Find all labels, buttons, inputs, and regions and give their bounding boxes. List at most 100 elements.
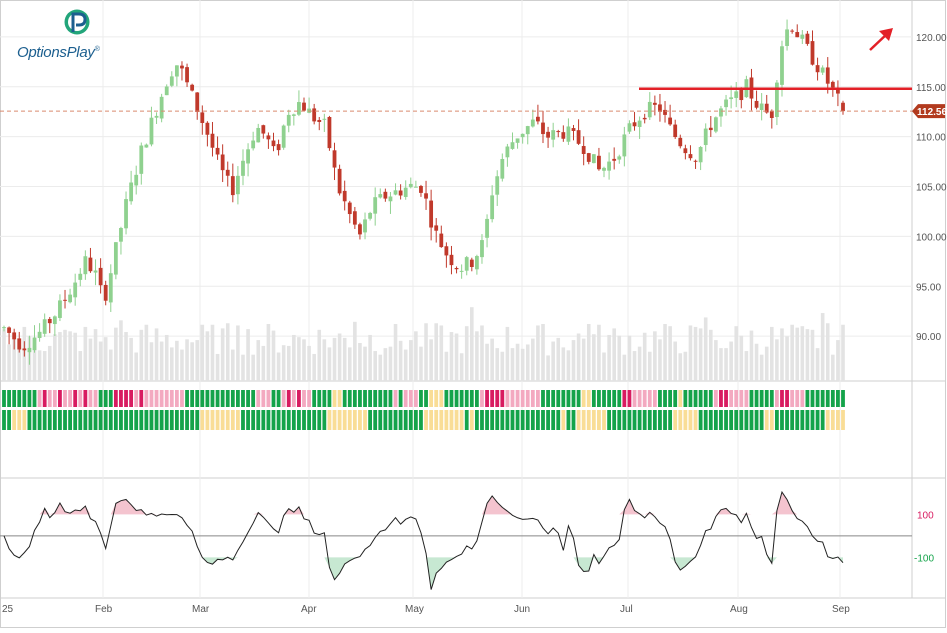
volume-bar bbox=[292, 334, 296, 381]
signal-band-cell bbox=[190, 410, 195, 430]
signal-band-cell bbox=[98, 390, 103, 407]
signal-band-cell bbox=[749, 390, 754, 407]
signal-band-cell bbox=[180, 390, 184, 407]
signal-band-cell bbox=[485, 410, 489, 430]
signal-band-cell bbox=[297, 390, 301, 407]
signal-band-cell bbox=[159, 410, 164, 430]
candle-body bbox=[174, 65, 179, 77]
signal-band-cell bbox=[597, 410, 601, 430]
candle-body bbox=[124, 199, 128, 229]
signal-band-cell bbox=[434, 390, 439, 407]
signal-band-cell bbox=[113, 410, 118, 430]
signal-band-cell bbox=[378, 390, 383, 407]
volume-bar bbox=[322, 339, 327, 381]
signal-band-cell bbox=[144, 410, 149, 430]
candle-body bbox=[546, 131, 550, 138]
trend-arrow-head bbox=[879, 28, 893, 41]
signal-band-cell bbox=[688, 390, 693, 407]
volume-bar bbox=[83, 326, 88, 381]
signal-band-cell bbox=[286, 390, 291, 407]
overlay-layer: 112.56 bbox=[0, 28, 947, 119]
candle-body bbox=[571, 128, 576, 131]
x-axis-label: Sep bbox=[832, 604, 850, 615]
volume-bar bbox=[805, 329, 810, 381]
signal-band-cell bbox=[551, 390, 556, 407]
volume-bar bbox=[266, 324, 271, 381]
x-axis-label: May bbox=[405, 604, 424, 615]
candle-body bbox=[12, 332, 17, 340]
volume-bar bbox=[7, 344, 11, 381]
signal-band-cell bbox=[149, 410, 154, 430]
candle-body bbox=[805, 33, 810, 44]
candle-body bbox=[83, 256, 88, 275]
candle-body bbox=[413, 186, 418, 188]
candle-body bbox=[449, 254, 454, 266]
volume-bar bbox=[602, 352, 606, 381]
candle-body bbox=[266, 135, 271, 140]
signal-band-cell bbox=[673, 410, 678, 430]
volume-bar bbox=[678, 353, 683, 381]
signal-band-cell bbox=[302, 410, 306, 430]
signal-band-cell bbox=[724, 410, 728, 430]
candle-body bbox=[58, 300, 62, 318]
signal-band-cell bbox=[210, 410, 215, 430]
volume-bar bbox=[337, 333, 342, 381]
signal-band-cell bbox=[591, 390, 596, 407]
signal-band-cell bbox=[597, 390, 601, 407]
signal-band-cell bbox=[159, 390, 164, 407]
signal-band-cell bbox=[642, 410, 647, 430]
signal-band-cell bbox=[581, 390, 586, 407]
volume-bar bbox=[286, 345, 291, 381]
signal-band-cell bbox=[200, 410, 205, 430]
candle-body bbox=[541, 122, 545, 135]
volume-bar bbox=[653, 331, 657, 381]
signal-band-cell bbox=[708, 410, 713, 430]
oscillator-layer bbox=[0, 490, 912, 590]
candle-body bbox=[383, 191, 388, 199]
candle-body bbox=[647, 101, 652, 118]
volume-bar bbox=[108, 349, 113, 381]
candle-body bbox=[164, 86, 169, 96]
candle-body bbox=[398, 190, 403, 196]
candle-body bbox=[754, 100, 759, 108]
signal-band-cell bbox=[474, 410, 479, 430]
candle-body bbox=[317, 119, 322, 122]
volume-bar bbox=[231, 349, 235, 381]
signal-band-cell bbox=[378, 410, 383, 430]
volume-bar bbox=[592, 334, 596, 381]
volume-bar bbox=[154, 328, 159, 381]
volume-bar bbox=[281, 345, 286, 381]
volume-bar bbox=[531, 338, 535, 381]
volume-bar bbox=[597, 324, 601, 381]
candle-body bbox=[658, 104, 662, 112]
signal-band-cell bbox=[419, 410, 423, 430]
signal-band-cell bbox=[627, 390, 632, 407]
candle-body bbox=[505, 146, 510, 158]
candle-body bbox=[652, 102, 657, 105]
candle-body bbox=[713, 117, 718, 132]
candle-body bbox=[830, 81, 835, 88]
signal-band-cell bbox=[663, 390, 667, 407]
signal-band-cell bbox=[297, 410, 301, 430]
candle-body bbox=[764, 103, 769, 113]
candle-body bbox=[836, 88, 840, 94]
brand-logo: OptionsPlay® bbox=[8, 8, 100, 61]
signal-band-cell bbox=[825, 390, 830, 407]
signal-band-cell bbox=[444, 390, 449, 407]
signal-band-cell bbox=[139, 410, 144, 430]
signal-band-cell bbox=[647, 390, 652, 407]
candle-body bbox=[825, 67, 830, 84]
signal-band-cell bbox=[469, 390, 474, 407]
signal-band-cell bbox=[795, 390, 800, 407]
candle-body bbox=[612, 158, 617, 161]
signal-band-cell bbox=[612, 410, 617, 430]
volume-bar bbox=[612, 328, 616, 381]
signal-band-cell bbox=[124, 390, 128, 407]
signal-band-cell bbox=[820, 410, 825, 430]
volume-bar bbox=[170, 347, 174, 381]
volume-bar bbox=[775, 339, 779, 381]
signal-band-cell bbox=[474, 390, 479, 407]
volume-bar bbox=[505, 326, 510, 381]
signal-band-cell bbox=[713, 410, 718, 430]
